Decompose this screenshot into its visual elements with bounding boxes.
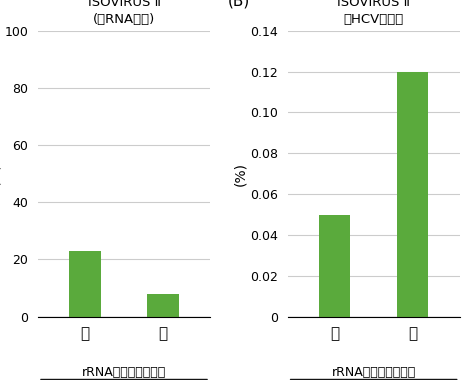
Bar	[69, 251, 100, 317]
X-axis label: rRNA去除试剂盒处理: rRNA去除试剂盒处理	[82, 366, 166, 379]
Y-axis label: (%): (%)	[233, 162, 247, 186]
Bar	[319, 215, 350, 317]
X-axis label: rRNA去除试剂盒处理: rRNA去除试剂盒处理	[331, 366, 416, 379]
Title: ISOVIRUS Ⅱ
(ｒRNA比例): ISOVIRUS Ⅱ (ｒRNA比例)	[88, 0, 161, 25]
Bar	[147, 294, 179, 317]
Bar	[397, 72, 428, 317]
Y-axis label: (%): (%)	[0, 162, 1, 186]
Text: (B): (B)	[228, 0, 250, 9]
Title: ISOVIRUS Ⅱ
（HCV比例）: ISOVIRUS Ⅱ （HCV比例）	[337, 0, 410, 25]
